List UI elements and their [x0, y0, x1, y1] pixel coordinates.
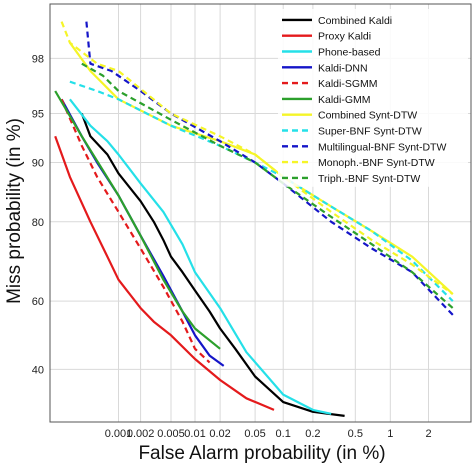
legend: Combined Kaldi Proxy Kaldi Phone-based Kald… — [278, 9, 468, 187]
legend-label: Proxy Kaldi — [318, 31, 371, 43]
x-tick-label: 0.002 — [127, 428, 155, 440]
y-tick-label: 95 — [32, 109, 44, 121]
y-tick-label: 98 — [32, 53, 44, 65]
legend-label: Multilingual-BNF Synt-DTW — [318, 141, 446, 153]
x-tick-label: 0.01 — [184, 428, 205, 440]
x-tick-label: 0.5 — [348, 428, 363, 440]
y-tick-label: 60 — [32, 296, 44, 308]
series-lines — [54, 21, 454, 417]
plot-frame — [49, 3, 472, 423]
series-kaldi-sgmm — [60, 98, 211, 364]
x-tick-label: 0.05 — [244, 428, 265, 440]
legend-label: Kaldi-GMM — [318, 94, 371, 106]
x-tick-label: 0.02 — [209, 428, 230, 440]
series-kaldi-dnn — [60, 98, 225, 367]
x-tick-label: 0.2 — [305, 428, 320, 440]
y-tick-label: 90 — [32, 158, 44, 170]
y-tick-label: 40 — [32, 364, 44, 376]
x-tick-label: 1 — [387, 428, 393, 440]
y-axis-label: Miss probability (in %) — [4, 118, 25, 304]
legend-label: Triph.-BNF Synt-DTW — [318, 173, 420, 185]
x-tick-label: 0.001 — [105, 428, 133, 440]
legend-label: Kaldi-SGMM — [318, 78, 378, 90]
x-tick-label: 2 — [425, 428, 431, 440]
series-multilingual-bnf-synt-dtw — [85, 21, 454, 316]
series-combined-kaldi — [80, 113, 345, 417]
series-triph-bnf-synt-dtw — [81, 62, 454, 309]
y-tick-label: 80 — [32, 217, 44, 229]
y-tick-labels: 40 60 80 90 95 98 — [32, 53, 44, 376]
legend-label: Super-BNF Synt-DTW — [318, 126, 422, 138]
series-monoph-bnf-synt-dtw — [60, 21, 454, 295]
series-kaldi-gmm — [54, 90, 221, 350]
series-phone-based — [69, 98, 332, 415]
legend-label: Monoph.-BNF Synt-DTW — [318, 157, 435, 169]
x-tick-label: 0.005 — [157, 428, 185, 440]
x-tick-label: 0.1 — [276, 428, 291, 440]
legend-label: Phone-based — [318, 47, 381, 59]
legend-label: Kaldi-DNN — [318, 62, 368, 74]
x-axis-label: False Alarm probability (in %) — [138, 443, 385, 464]
legend-label: Combined Synt-DTW — [318, 110, 417, 122]
series-proxy-kaldi — [54, 135, 275, 411]
legend-label: Combined Kaldi — [318, 15, 392, 27]
